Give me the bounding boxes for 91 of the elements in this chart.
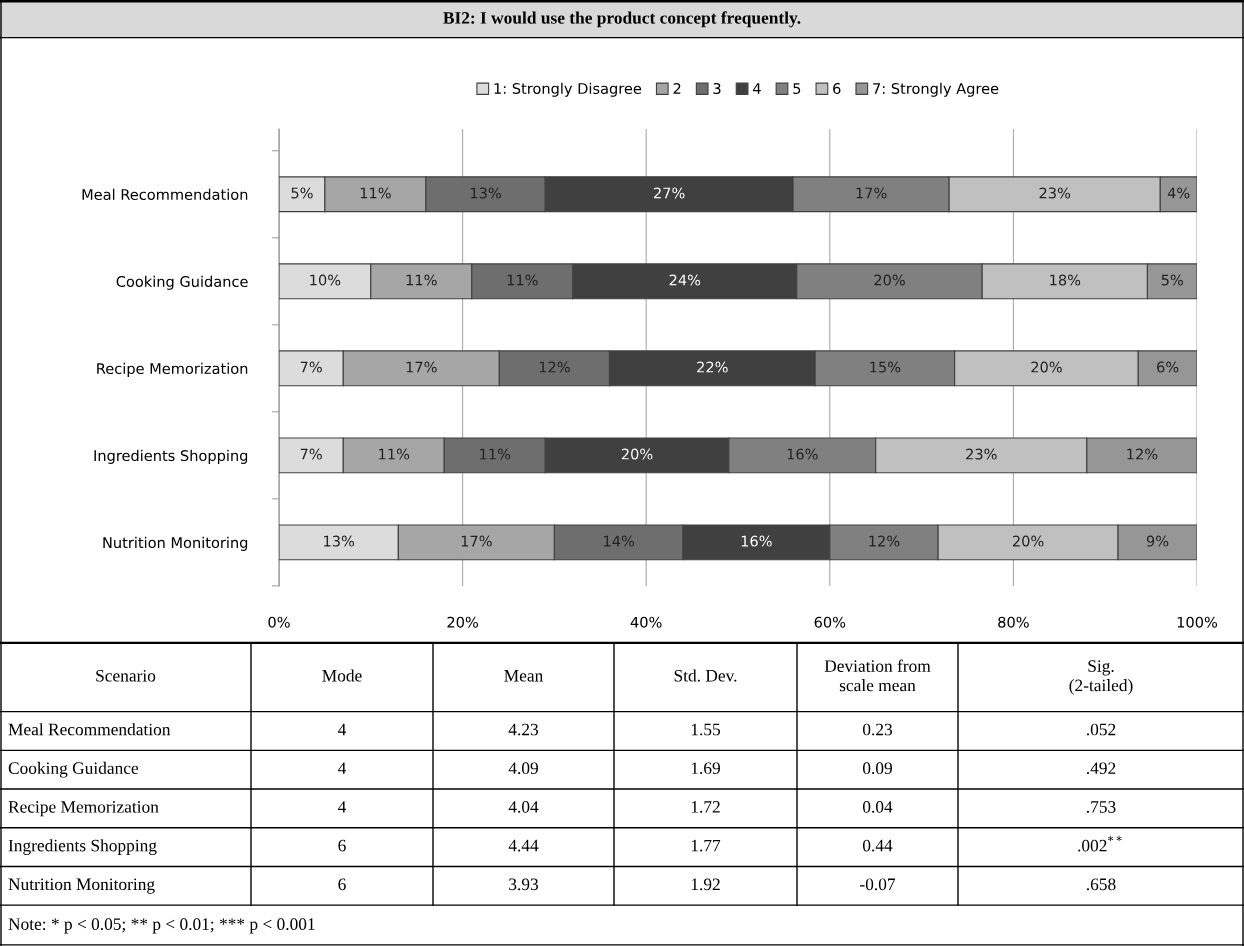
text: 4 [338,762,347,774]
data-label: 20% [1012,535,1044,547]
data-label: 16% [787,448,818,460]
text: 4.04 [508,801,539,813]
text: 4 [338,801,347,813]
legend-label: 7: Strongly Agree [873,82,999,97]
data-label: 4% [1167,187,1190,199]
y-tick-label: Meal Recommendation [82,188,248,201]
x-tick-label: 80% [998,616,1029,628]
legend-label: 5 [793,83,801,95]
x-tick-label: 40% [630,616,662,628]
data-label: 13% [470,187,501,199]
text: Sig. (2-tailed) [1069,660,1133,695]
text: 6 [338,839,346,852]
text: 1.55 [691,723,721,736]
text: 0.09 [862,762,892,775]
data-label: 22% [697,361,728,373]
data-label: 17% [461,535,492,547]
text: .658 [1086,878,1116,891]
x-tick-label: 60% [814,616,846,628]
x-tick-label: 100% [1177,616,1218,628]
text: Std. Dev. [674,669,737,682]
data-label: 20% [874,274,905,286]
text: 4.23 [508,723,539,736]
data-label: 7% [300,361,322,373]
text: 6 [338,878,346,891]
data-label: 18% [1050,274,1081,286]
data-label: 20% [621,448,653,460]
data-label: 15% [870,361,901,373]
data-label: 5% [291,187,313,199]
data-label: 12% [539,361,570,373]
text: .052 [1086,723,1116,736]
text: 1.77 [691,839,721,852]
data-label: 11% [360,187,391,199]
text: Scenario [96,669,156,682]
text: .492 [1086,762,1116,775]
text: Meal Recommendation [8,723,171,736]
data-label: 11% [406,274,437,286]
data-label: 14% [604,535,635,547]
data-label: 17% [856,187,887,199]
data-label: 7% [300,448,322,460]
data-label: 27% [654,187,685,199]
text: .002$^{**}$ [1078,835,1122,852]
data-label: 10% [310,274,341,286]
text: Note: * p < 0.05; ** p < 0.01; *** p < 0.001 [8,918,315,934]
text: Mode [322,669,362,682]
y-tick-label: Nutrition Monitoring [103,536,248,551]
data-label: 12% [869,535,900,547]
data-label: 11% [507,274,538,286]
text: 4.09 [508,762,538,775]
data-label: 23% [966,448,997,460]
y-tick-label: Cooking Guidance [116,275,248,290]
data-label: 16% [741,535,772,547]
data-label: 20% [1031,361,1062,373]
legend-label: 4 [753,83,761,94]
text: Cooking Guidance [8,761,139,778]
text: 4 [338,723,347,736]
text: 1.69 [691,762,720,775]
y-tick-label: Ingredients Shopping [94,449,248,464]
y-tick-label: Recipe Memorization [97,362,248,377]
text: Ingredients Shopping [8,839,157,855]
legend-label: 3 [713,82,721,95]
data-label: 6% [1157,361,1179,373]
legend-label: 6 [833,82,841,95]
data-label: 24% [669,274,701,286]
legend-label: 1: Strongly Disagree [494,82,642,97]
text: .753 [1086,801,1116,813]
text: 1.72 [691,801,720,813]
data-label: 13% [324,535,355,547]
chart-title: BI2: I would use the product concept frequently. [443,11,801,28]
data-label: 23% [1039,187,1071,199]
text: 0.23 [862,723,893,736]
text: -0.07 [860,878,896,891]
x-tick-label: 20% [447,616,478,628]
text: Mean [504,670,543,682]
text: 3.93 [509,878,539,891]
data-label: 11% [379,448,410,460]
text: Nutrition Monitoring [8,878,155,894]
data-label: 5% [1161,274,1183,286]
text: 0.44 [862,839,893,852]
legend-label: 2 [673,82,681,94]
text: Deviation from scale mean [824,659,931,692]
text: 4.44 [508,839,539,852]
x-tick-label: 0% [268,616,290,628]
text: Recipe Memorization [8,801,159,817]
data-label: 9% [1146,535,1169,547]
data-label: 12% [1127,448,1158,460]
text: 1.92 [691,878,720,891]
text: 0.04 [862,801,893,813]
data-label: 17% [406,361,437,373]
data-label: 11% [480,448,511,460]
